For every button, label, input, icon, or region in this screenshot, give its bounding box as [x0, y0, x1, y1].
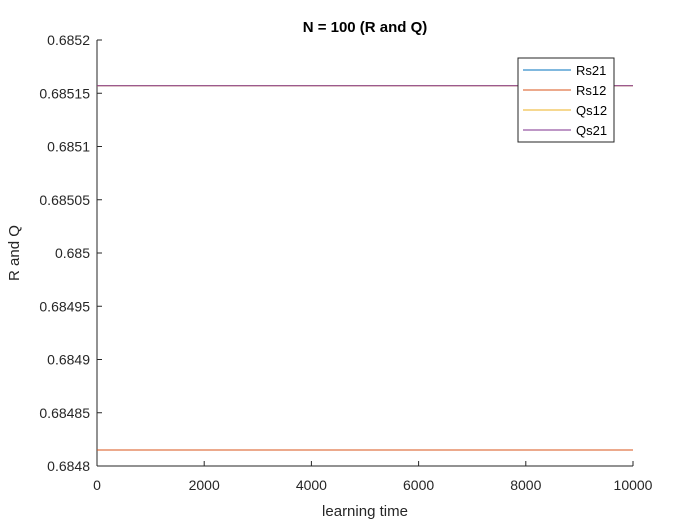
y-tick-label: 0.685: [55, 245, 90, 261]
legend-label-rs21: Rs21: [576, 63, 606, 78]
x-tick-label: 10000: [614, 477, 653, 493]
legend: Rs21 Rs12 Qs12 Qs21: [517, 57, 615, 143]
y-tick-label: 0.6849: [47, 352, 90, 368]
x-tick-label: 4000: [296, 477, 327, 493]
legend-label-qs21: Qs21: [576, 123, 607, 138]
legend-box: [517, 57, 615, 143]
y-tick-label: 0.68515: [39, 85, 90, 101]
y-tick-label: 0.68495: [39, 298, 90, 314]
y-tick-label: 0.68485: [39, 405, 90, 421]
x-axis-label: learning time: [322, 503, 408, 520]
y-tick-label: 0.68505: [39, 192, 90, 208]
chart-title: N = 100 (R and Q): [303, 19, 428, 36]
x-tick-label: 8000: [510, 477, 541, 493]
legend-label-rs12: Rs12: [576, 83, 606, 98]
x-tick-label: 2000: [189, 477, 220, 493]
y-tick-label: 0.6852: [47, 32, 90, 48]
x-tick-label: 0: [93, 477, 101, 493]
y-ticks: 0.6848 0.68485 0.6849 0.68495 0.685 0.68505 0.…: [39, 32, 102, 474]
y-axis-label: R and Q: [6, 225, 23, 281]
y-tick-label: 0.6851: [47, 139, 90, 155]
y-tick-label: 0.6848: [47, 458, 90, 474]
plot-area: 0 2000 4000 6000 8000 10000 0.68480.684850.68…: [39, 32, 652, 493]
x-ticks: 0 2000 4000 6000 8000 10000: [93, 461, 653, 493]
x-tick-label: 6000: [403, 477, 434, 493]
legend-label-qs12: Qs12: [576, 103, 607, 118]
